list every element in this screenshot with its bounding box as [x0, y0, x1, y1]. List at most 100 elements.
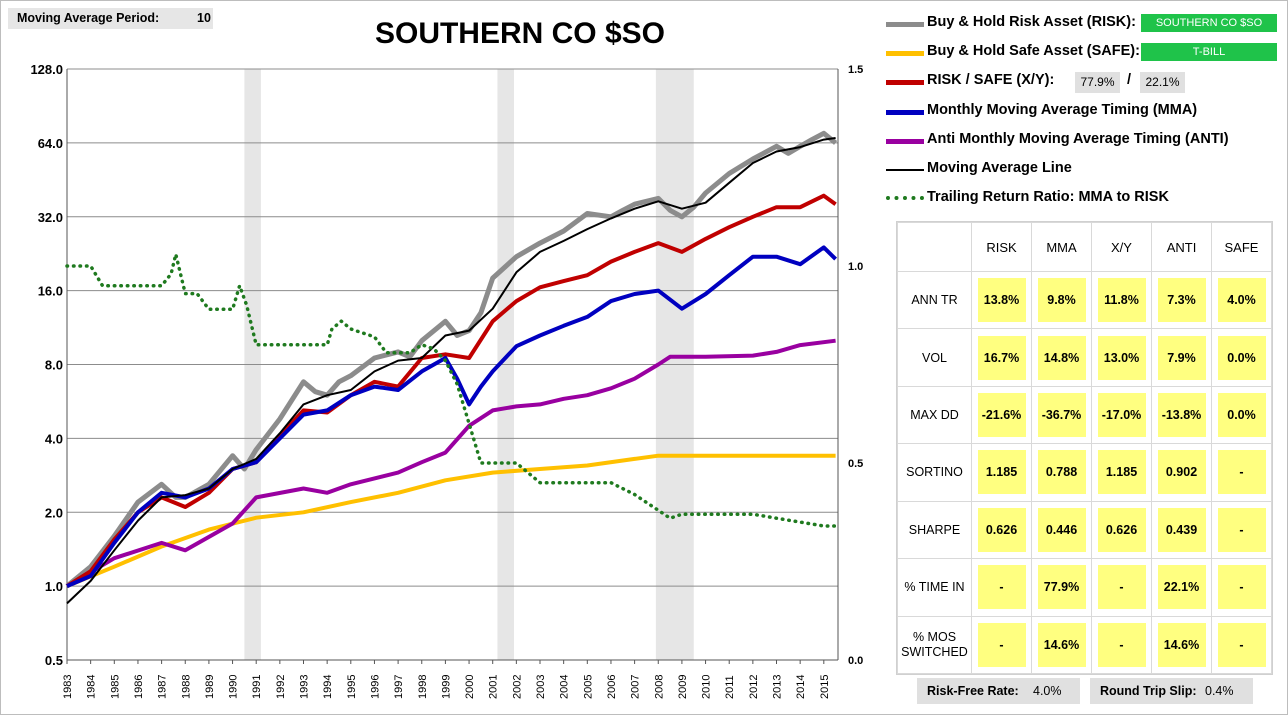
x-tick-label: 1992 [275, 675, 287, 699]
round-trip-slip-value: 0.4% [1205, 684, 1234, 698]
stats-cell: - [1217, 507, 1266, 552]
x-tick-label: 1991 [251, 675, 263, 699]
x-tick-label: 1985 [109, 675, 121, 699]
y2-tick-label: 0.5 [848, 458, 863, 470]
stats-cell: 0.626 [1097, 507, 1146, 552]
x-tick-label: 2003 [535, 675, 547, 699]
chart-plot: 128.0 64.0 32.0 16.0 8.0 4.0 2.0 1.0 0.5 1.5 1.0 0.… [30, 62, 863, 699]
stats-cell: - [1217, 450, 1266, 495]
stats-cell: - [1217, 622, 1266, 667]
stats-header-row: RISK MMA X/Y ANTI SAFE [897, 222, 1272, 272]
stats-cell: -17.0% [1097, 393, 1146, 438]
y2-tick-label: 1.5 [848, 64, 863, 76]
x-tick-label: 2000 [464, 675, 476, 699]
stats-row-time-in: % TIME IN - 77.9% - 22.1% - [897, 558, 1272, 617]
stats-cell: 0.446 [1037, 507, 1086, 552]
legend-maline-label: Moving Average Line [927, 160, 1072, 176]
stats-cell: 0.0% [1217, 393, 1266, 438]
x-tick-label: 2013 [772, 675, 784, 699]
stats-cell: 9.8% [1037, 278, 1086, 323]
legend-safe-label: Buy & Hold Safe Asset (SAFE): [927, 43, 1140, 59]
stats-header: X/Y [1091, 222, 1152, 272]
series-line-safe [66, 453, 836, 588]
stats-cell: 14.8% [1037, 335, 1086, 380]
stats-cell: - [1217, 565, 1266, 610]
x-tick-label: 1998 [417, 675, 429, 699]
y-tick-label: 16.0 [38, 284, 63, 299]
stats-cell: -21.6% [977, 393, 1026, 438]
x-tick-label: 1995 [346, 675, 358, 699]
stats-cell: 4.0% [1217, 278, 1266, 323]
stats-header: ANTI [1151, 222, 1212, 272]
stats-row-ann-tr: ANN TR 13.8% 9.8% 11.8% 7.3% 4.0% [897, 270, 1272, 330]
stats-cell: 16.7% [977, 335, 1026, 380]
risk-free-rate-box: Risk-Free Rate: 4.0% [917, 678, 1080, 704]
stats-row-label: MAX DD [897, 385, 972, 445]
stats-table: RISK MMA X/Y ANTI SAFE ANN TR 13.8% 9.8%… [896, 221, 1273, 675]
series-line-ratio [65, 252, 838, 528]
series-line-mma [66, 245, 838, 588]
y-tick-label: 32.0 [38, 210, 63, 225]
stats-row-label: VOL [897, 328, 972, 387]
stats-cell: 0.439 [1157, 507, 1206, 552]
y2-tick-label: 1.0 [848, 261, 863, 273]
legend-mma-label: Monthly Moving Average Timing (MMA) [927, 102, 1198, 118]
stats-cell: 13.0% [1097, 335, 1146, 380]
y-tick-label: 0.5 [45, 653, 63, 668]
y-tick-label: 4.0 [45, 431, 63, 446]
stats-row-mos-switched: % MOS SWITCHED - 14.6% - 14.6% - [897, 615, 1272, 675]
legend-safe-swatch [886, 51, 924, 56]
x-tick-label: 1984 [86, 675, 98, 699]
x-tick-label: 2012 [748, 675, 760, 699]
x-tick-label: 1994 [322, 675, 334, 699]
x-tick-label: 1989 [204, 675, 216, 699]
x-tick-label: 2002 [511, 675, 523, 699]
legend-anti-label: Anti Monthly Moving Average Timing (ANTI… [927, 131, 1229, 147]
stats-cell: 1.185 [977, 450, 1026, 495]
stats-cell: 0.788 [1037, 450, 1086, 495]
stats-cell: 0.902 [1157, 450, 1206, 495]
stats-cell: - [977, 565, 1026, 610]
y-tick-label: 1.0 [45, 579, 63, 594]
x-tick-label: 1996 [369, 675, 381, 699]
x-tick-label: 2010 [701, 675, 713, 699]
x-tick-label: 1986 [133, 675, 145, 699]
x-tick-label: 1997 [393, 675, 405, 699]
y2-tick-label: 0.0 [848, 655, 863, 667]
x-tick-label: 2015 [819, 675, 831, 699]
x-tick-label: 1987 [157, 675, 169, 699]
legend-ratio-label: Trailing Return Ratio: MMA to RISK [927, 189, 1169, 205]
stats-header: RISK [971, 222, 1032, 272]
stats-corner [897, 222, 972, 272]
legend-risk-swatch [886, 22, 924, 27]
x-tick-label: 1999 [440, 675, 452, 699]
xy-separator: / [1127, 72, 1132, 88]
stats-cell: 11.8% [1097, 278, 1146, 323]
legend-maline-swatch [886, 169, 924, 171]
round-trip-slip-box: Round Trip Slip: 0.4% [1090, 678, 1253, 704]
round-trip-slip-label: Round Trip Slip: [1100, 684, 1197, 698]
x-tick-label: 2008 [653, 675, 665, 699]
stats-row-max-dd: MAX DD -21.6% -36.7% -17.0% -13.8% 0.0% [897, 385, 1272, 445]
stats-cell: 77.9% [1037, 565, 1086, 610]
legend-anti-swatch [886, 139, 924, 144]
x-tick-label: 2011 [724, 675, 736, 699]
y-tick-label: 64.0 [38, 136, 63, 151]
stats-row-vol: VOL 16.7% 14.8% 13.0% 7.9% 0.0% [897, 328, 1272, 387]
x-tick-label: 2006 [606, 675, 618, 699]
risk-asset-tag: SOUTHERN CO $SO [1141, 14, 1277, 32]
stats-cell: 1.185 [1097, 450, 1146, 495]
legend-mma-swatch [886, 110, 924, 115]
stats-cell: -13.8% [1157, 393, 1206, 438]
stats-cell: - [1097, 622, 1146, 667]
stats-row-sharpe: SHARPE 0.626 0.446 0.626 0.439 - [897, 500, 1272, 560]
stats-grid: RISK MMA X/Y ANTI SAFE ANN TR 13.8% 9.8%… [897, 222, 1272, 675]
stats-cell: 14.6% [1037, 622, 1086, 667]
safe-asset-tag: T-BILL [1141, 43, 1277, 61]
series-line-risk [65, 130, 838, 589]
stats-row-label: SHARPE [897, 500, 972, 560]
chart-title: SOUTHERN CO $SO [374, 17, 666, 50]
x-tick-label: 2005 [582, 675, 594, 699]
xy-safe-pct: 22.1% [1140, 72, 1185, 93]
stats-cell: 13.8% [977, 278, 1026, 323]
